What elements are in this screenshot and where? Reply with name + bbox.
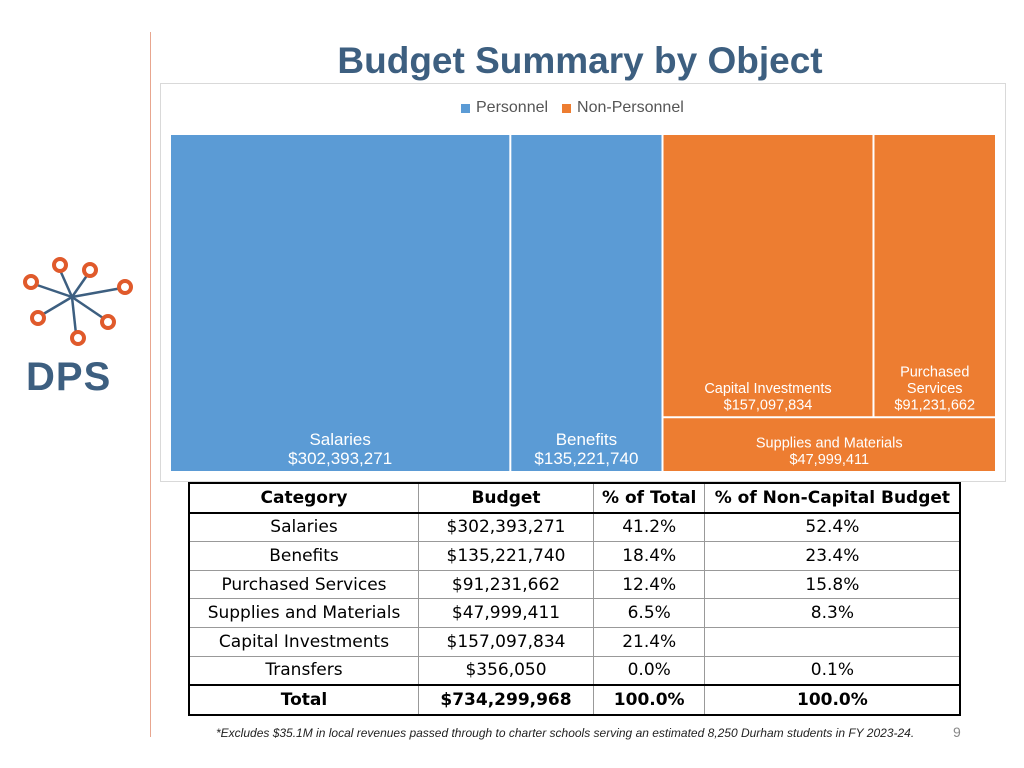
cell-percent-non-capital: 8.3%	[704, 598, 961, 628]
cell-category: Capital Investments	[188, 626, 419, 657]
footnote: *Excludes $35.1M in local revenues passe…	[216, 726, 915, 740]
cell-budget: $135,221,740	[418, 541, 594, 571]
treemap-category-label: Salaries	[309, 430, 370, 449]
cell-percent-non-capital	[704, 626, 961, 657]
legend-label-non-personnel: Non-Personnel	[577, 99, 684, 116]
treemap-value-label: $47,999,411	[789, 452, 869, 468]
treemap-value-label: $302,393,271	[288, 449, 392, 468]
cell-budget: $91,231,662	[418, 569, 594, 600]
cell-category: Transfers	[188, 655, 419, 686]
table-row: Purchased Services $91,231,662 12.4% 15.…	[188, 569, 961, 600]
header-budget: Budget	[418, 482, 594, 514]
treemap-rect-salaries	[171, 135, 510, 471]
cell-category: Benefits	[188, 541, 419, 571]
cell-percent-non-capital: 52.4%	[704, 512, 961, 543]
cell-percent-non-capital: 23.4%	[704, 541, 961, 571]
cell-total-percent-non-capital: 100.0%	[704, 684, 961, 716]
cell-percent-total: 6.5%	[592, 598, 706, 628]
treemap-rect-purchased-services	[874, 135, 995, 417]
cell-percent-total: 0.0%	[592, 655, 706, 686]
treemap-value-label: $135,221,740	[534, 449, 638, 468]
cell-category: Purchased Services	[188, 569, 419, 600]
cell-category: Salaries	[188, 512, 419, 543]
treemap-rect-supplies-and-materials	[663, 418, 995, 471]
cell-total-percent: 100.0%	[592, 684, 706, 716]
cell-budget: $47,999,411	[418, 598, 594, 628]
table-row: Capital Investments $157,097,834 21.4%	[188, 626, 961, 657]
table-row: Salaries $302,393,271 41.2% 52.4%	[188, 512, 961, 543]
cell-budget: $157,097,834	[418, 626, 594, 657]
cell-total-label: Total	[188, 684, 419, 716]
treemap-category-label: Services	[907, 381, 963, 397]
cell-budget: $302,393,271	[418, 512, 594, 543]
treemap-value-label: $157,097,834	[724, 397, 813, 413]
cell-percent-non-capital: 15.8%	[704, 569, 961, 600]
treemap-cell-supplies-and-materials: Supplies and Materials$47,999,411	[663, 418, 995, 471]
table-header-row: Category Budget % of Total % of Non-Capi…	[188, 482, 961, 514]
chart-legend: Personnel Non-Personnel	[461, 99, 684, 117]
cell-percent-total: 41.2%	[592, 512, 706, 543]
treemap-category-label: Purchased	[900, 364, 969, 380]
cell-percent-total: 12.4%	[592, 569, 706, 600]
cell-budget: $356,050	[418, 655, 594, 686]
treemap-cell-capital-investments: Capital Investments$157,097,834	[663, 135, 873, 417]
header-category: Category	[188, 482, 419, 514]
treemap-cell-benefits: Benefits$135,221,740	[511, 135, 662, 471]
treemap-value-label: $91,231,662	[894, 397, 975, 413]
page-number: 9	[953, 724, 961, 740]
logo-text: DPS	[26, 355, 112, 399]
cell-percent-non-capital: 0.1%	[704, 655, 961, 686]
budget-table: Category Budget % of Total % of Non-Capi…	[188, 482, 962, 716]
header-percent-total: % of Total	[592, 482, 706, 514]
cell-category: Supplies and Materials	[188, 598, 419, 628]
legend-item-non-personnel: Non-Personnel	[562, 99, 684, 117]
header-percent-non-capital: % of Non-Capital Budget	[704, 482, 961, 514]
table-row: Supplies and Materials $47,999,411 6.5% …	[188, 598, 961, 628]
treemap-category-label: Benefits	[556, 430, 617, 449]
treemap-category-label: Supplies and Materials	[756, 436, 903, 452]
cell-percent-total: 18.4%	[592, 541, 706, 571]
treemap-cell-salaries: Salaries$302,393,271	[171, 135, 510, 471]
treemap-chart: Personnel Non-Personnel Salaries $302,393…	[160, 83, 1006, 482]
cell-total-budget: $734,299,968	[418, 684, 594, 716]
side-divider-line	[150, 32, 151, 737]
treemap-rect-capital-investments	[663, 135, 873, 417]
table-row: Transfers $356,050 0.0% 0.1%	[188, 655, 961, 686]
table-total-row: Total $734,299,968 100.0% 100.0%	[188, 684, 961, 716]
treemap-canvas: Salaries$302,393,271Benefits$135,221,740…	[171, 135, 995, 471]
cell-percent-total: 21.4%	[592, 626, 706, 657]
legend-swatch-non-personnel	[562, 103, 572, 113]
treemap-rect-benefits	[511, 135, 662, 471]
dps-logo-icon	[23, 257, 133, 346]
legend-item-personnel: Personnel	[461, 99, 548, 117]
legend-label-personnel: Personnel	[476, 99, 549, 116]
treemap-category-label: Capital Investments	[704, 381, 831, 397]
page-title: Budget Summary by Object	[337, 40, 823, 81]
legend-swatch-personnel	[461, 103, 470, 113]
table-row: Benefits $135,221,740 18.4% 23.4%	[188, 541, 961, 571]
